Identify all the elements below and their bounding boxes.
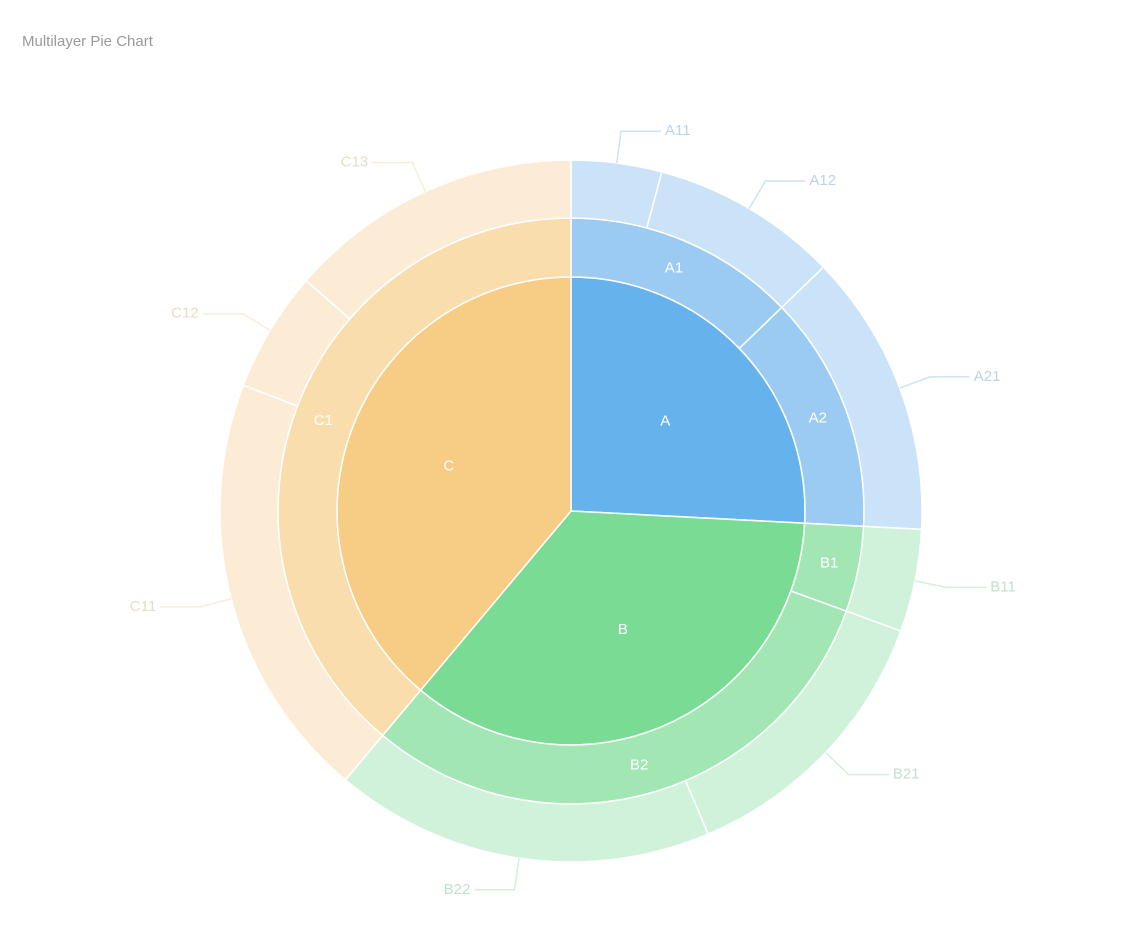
sector	[570, 159, 663, 229]
outer-label: A21	[974, 368, 1001, 385]
leader-line	[616, 130, 661, 164]
outer-label: C11	[130, 598, 156, 615]
outer-label: A12	[809, 172, 836, 189]
sector	[305, 159, 572, 320]
sector-label: B2	[630, 756, 648, 773]
sector-label: C1	[314, 412, 333, 429]
outer-label: C13	[341, 153, 369, 170]
outer-label: B11	[990, 578, 1016, 595]
outer-label: B21	[893, 766, 920, 783]
leader-line	[825, 752, 889, 776]
outer-label: C12	[171, 305, 199, 322]
sector-label: A	[660, 412, 670, 429]
leader-line	[160, 598, 232, 608]
leader-line	[202, 312, 271, 331]
sector-label: B	[618, 621, 628, 638]
outer-label: B22	[444, 881, 471, 898]
leader-line	[899, 376, 970, 389]
leader-line	[748, 180, 806, 209]
leader-line	[914, 580, 987, 589]
sector-label: C	[443, 458, 454, 475]
sector-label: B1	[820, 555, 838, 572]
chart-title: Multilayer Pie Chart	[22, 33, 154, 50]
sector-label: A1	[665, 259, 683, 276]
leader-line	[372, 161, 427, 192]
sector-label: A2	[809, 410, 827, 427]
leader-line	[474, 858, 520, 891]
outer-label: A11	[665, 122, 691, 139]
